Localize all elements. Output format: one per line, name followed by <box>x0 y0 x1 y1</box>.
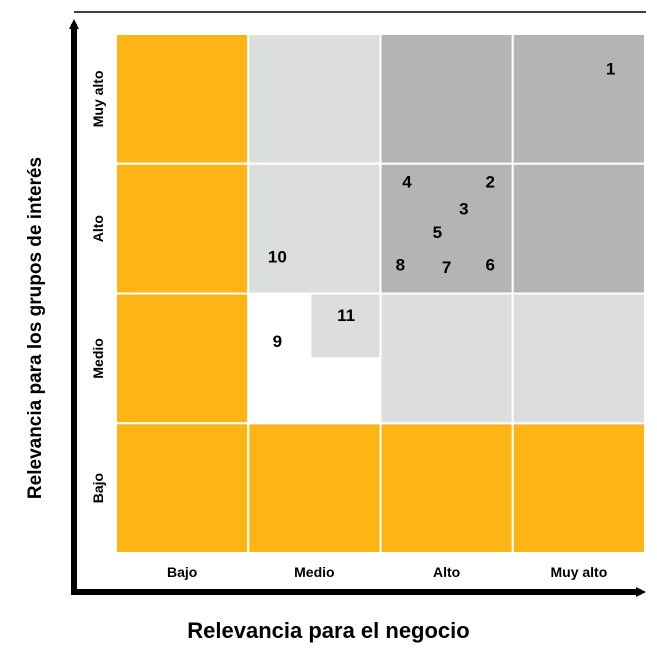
x-tick-labels: Bajo Medio Alto Muy alto <box>167 564 607 580</box>
matrix-cell-5 <box>379 422 514 554</box>
y-tick-label: Alto <box>90 215 106 242</box>
matrix-cell-1 <box>115 162 250 295</box>
matrix-cell-3 <box>115 422 250 554</box>
matrix-cell-12 <box>511 33 646 165</box>
y-tick-label: Medio <box>90 338 106 378</box>
x-tick-label: Medio <box>294 564 334 580</box>
point-label-11: 11 <box>337 306 355 325</box>
y-tick-label: Bajo <box>90 473 106 503</box>
point-label-6: 6 <box>486 255 495 274</box>
matrix-cell-0 <box>115 33 250 165</box>
matrix-cell-13 <box>379 162 514 295</box>
x-tick-label: Muy alto <box>550 564 607 580</box>
point-label-8: 8 <box>396 255 405 274</box>
y-tick-labels: Bajo Medio Alto Muy alto <box>90 70 106 503</box>
point-label-3: 3 <box>459 200 468 219</box>
point-label-4: 4 <box>402 172 412 191</box>
matrix-cells <box>115 33 646 554</box>
matrix-cell-10 <box>309 292 382 360</box>
matrix-cell-7 <box>247 33 382 165</box>
matrix-cell-6 <box>511 422 646 554</box>
y-axis-title: Relevancia para los grupos de interés <box>25 156 46 500</box>
x-tick-label: Alto <box>433 564 460 580</box>
matrix-cell-16 <box>511 292 646 425</box>
point-label-5: 5 <box>433 223 442 242</box>
matrix-cell-15 <box>379 292 514 425</box>
point-label-1: 1 <box>606 60 615 79</box>
matrix-cell-14 <box>511 162 646 295</box>
matrix-cell-2 <box>115 292 250 425</box>
matrix-cell-8 <box>247 162 382 295</box>
point-label-7: 7 <box>442 258 451 277</box>
matrix-cell-4 <box>247 422 382 554</box>
point-label-2: 2 <box>486 172 495 191</box>
point-label-10: 10 <box>268 248 287 267</box>
x-tick-label: Bajo <box>167 564 197 580</box>
point-label-9: 9 <box>273 332 282 351</box>
y-tick-label: Muy alto <box>90 70 106 127</box>
matrix-cell-11 <box>379 33 514 165</box>
x-axis-title: Relevancia para el negocio <box>187 618 470 643</box>
